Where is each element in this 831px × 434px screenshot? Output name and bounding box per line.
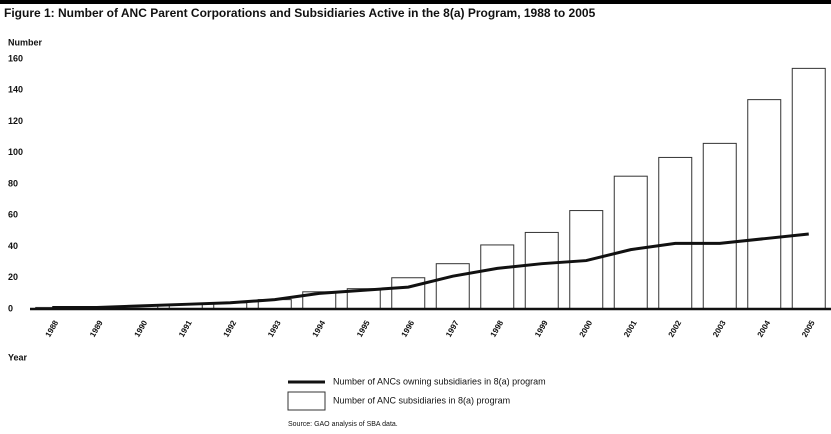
y-tick-label: 40: [8, 241, 18, 251]
x-tick-label: 2005: [800, 318, 817, 338]
x-tick-label: 1996: [400, 318, 417, 338]
y-tick-label: 100: [8, 147, 23, 157]
x-tick-label: 2004: [756, 318, 773, 338]
x-tick-label: 2001: [622, 318, 639, 338]
x-tick-label: 1991: [177, 318, 194, 338]
legend-label: Number of ANC subsidiaries in 8(a) progr…: [333, 395, 510, 405]
x-tick-label: 2000: [578, 318, 595, 338]
bar: [435, 263, 470, 310]
x-tick-label: 1989: [88, 318, 105, 338]
x-axis-label: Year: [8, 352, 28, 362]
line-series: [52, 232, 809, 309]
y-tick-label: 20: [8, 272, 18, 282]
y-tick-label: 160: [8, 53, 23, 63]
y-tick-label: 80: [8, 178, 18, 188]
y-axis-label: Number: [8, 37, 43, 47]
legend-swatch: [287, 391, 326, 411]
bar: [391, 277, 426, 310]
x-tick-label: 2002: [667, 318, 684, 338]
top-rule: [0, 0, 831, 4]
bar: [480, 244, 515, 310]
legend-label: Number of ANCs owning subsidiaries in 8(…: [333, 376, 546, 386]
x-tick-label: 1992: [222, 318, 239, 338]
chart-title: Figure 1: Number of ANC Parent Corporati…: [4, 6, 596, 20]
source-note: Source: GAO analysis of SBA data.: [288, 421, 398, 428]
y-tick-label: 140: [8, 85, 23, 95]
y-tick-label: 60: [8, 210, 18, 220]
bar: [524, 231, 559, 310]
y-tick-label: 0: [8, 303, 13, 313]
bar: [747, 99, 782, 310]
x-tick-label: 1993: [266, 318, 283, 338]
bar: [702, 142, 737, 310]
bar: [791, 67, 826, 310]
bar: [613, 175, 648, 310]
x-tick-label: 1998: [489, 318, 506, 338]
bar: [658, 156, 693, 310]
x-tick-label: 1997: [444, 318, 461, 338]
x-tick-label: 1995: [355, 318, 372, 338]
x-tick-label: 1999: [533, 318, 550, 338]
x-tick-label: 2003: [711, 318, 728, 338]
y-tick-label: 120: [8, 116, 23, 126]
x-tick-label: 1990: [133, 318, 150, 338]
x-tick-label: 1994: [311, 318, 328, 338]
x-tick-label: 1988: [44, 318, 61, 338]
